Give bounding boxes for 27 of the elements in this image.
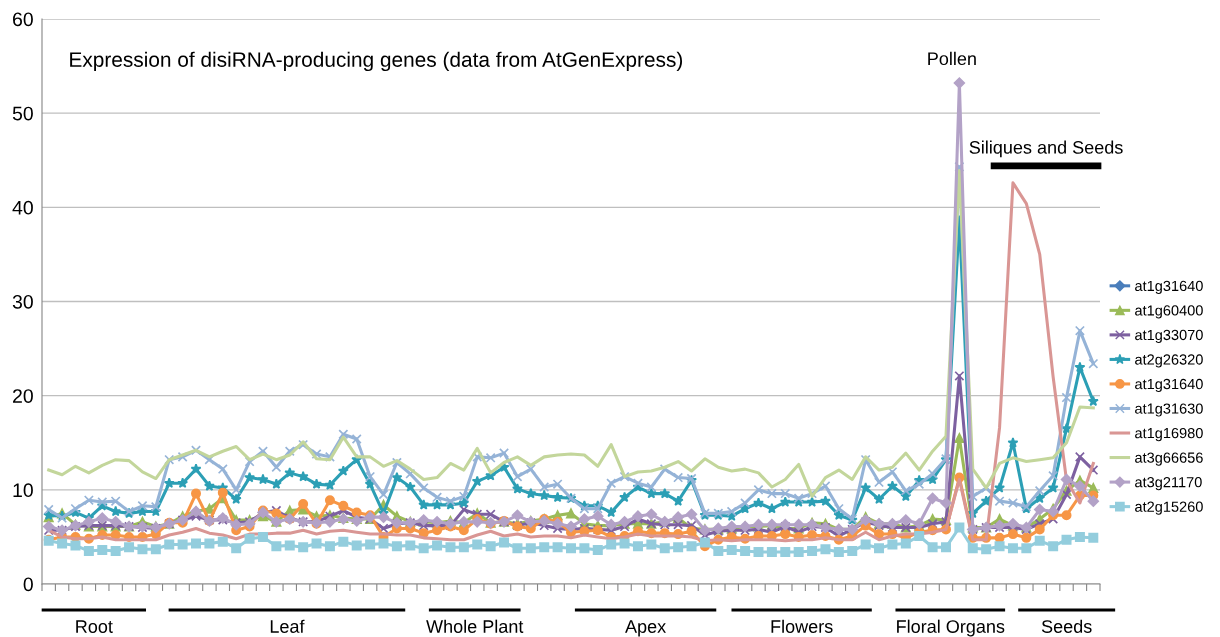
y-tick-label: 50 (12, 106, 33, 121)
y-tick-label: 40 (12, 200, 33, 215)
annotation: Siliques and Seeds (969, 140, 1123, 158)
legend-label: at1g31640 (1135, 280, 1203, 294)
text: Seeds (1041, 619, 1092, 633)
text: Root (76, 620, 113, 633)
text: Leaf (270, 619, 305, 633)
y-tick-label: 20 (13, 389, 33, 403)
legend-label: at2g15260 (1135, 501, 1203, 515)
text: Flowers (771, 619, 833, 633)
legend-label: at3g66656 (1135, 452, 1203, 466)
legend-label: at1g16980 (1135, 427, 1203, 442)
legend-label: at2g26320 (1135, 354, 1203, 368)
legend-label: at3g21170 (1135, 477, 1202, 491)
legend-label: at1g33070 (1135, 329, 1203, 344)
y-tick-label: 60 (13, 12, 33, 27)
legend-label: at1g31630 (1135, 403, 1203, 417)
text: Floral Organs (897, 619, 1005, 637)
text: Whole Plant (426, 619, 524, 633)
y-tick-label: 0 (23, 577, 33, 592)
legend-label: at1g60400 (1135, 305, 1203, 319)
y-tick-label: 10 (13, 483, 33, 498)
legend-label: at1g31640 (1135, 378, 1203, 393)
text: Apex (625, 620, 666, 637)
y-tick-label: 30 (12, 294, 33, 309)
annotation: Pollen (928, 51, 976, 66)
text: Expression of disiRNA-producing genes (data from AtGenExpress) (70, 51, 683, 72)
